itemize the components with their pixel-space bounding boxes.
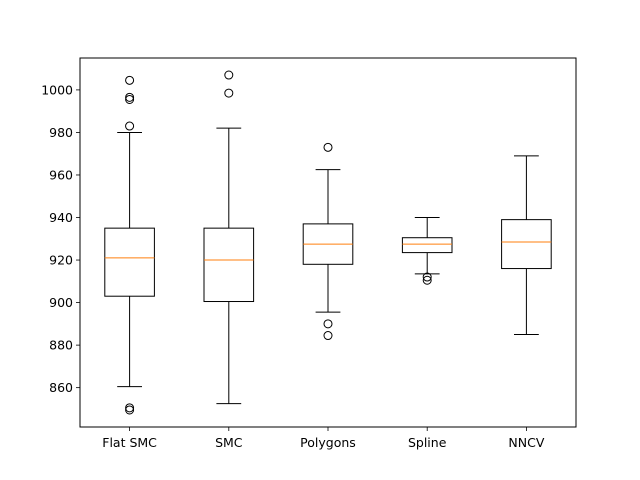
y-tick-label: 920 (49, 253, 73, 268)
x-tick-label: NNCV (508, 435, 544, 450)
y-tick-label: 900 (49, 295, 73, 310)
y-tick-label: 980 (49, 125, 73, 140)
outlier-point (323, 319, 333, 329)
box-group (401, 217, 453, 285)
outlier-point (125, 403, 135, 413)
y-tick-label: 860 (49, 380, 73, 395)
outlier-point (224, 88, 234, 98)
iqr-box (104, 227, 155, 297)
y-tick-label: 940 (49, 210, 73, 225)
outlier-point (125, 94, 135, 104)
x-tick-label: SMC (215, 435, 243, 450)
y-tick-label: 960 (49, 167, 73, 182)
outlier-point (125, 75, 135, 85)
axes-frame (79, 57, 577, 428)
outlier-point (422, 275, 432, 285)
outlier-point (323, 142, 333, 152)
box-group (104, 75, 155, 415)
outlier-point (125, 405, 135, 415)
x-tick-label: Spline (408, 435, 447, 450)
y-tick-label: 880 (49, 338, 73, 353)
plot-area: 860 880 900 920 940 960 980 1000 Flat SMC SMC Poly… (41, 70, 552, 450)
box-group (501, 155, 552, 335)
box-group (302, 142, 354, 341)
outlier-point (125, 121, 135, 131)
outlier-point (422, 272, 432, 282)
outlier-point (323, 331, 333, 341)
iqr-box (501, 219, 552, 270)
y-tick-label: 1000 (41, 82, 73, 97)
iqr-box (401, 237, 453, 254)
iqr-box (203, 227, 255, 303)
x-tick-label: Polygons (300, 435, 356, 450)
outlier-point (224, 70, 234, 80)
box-group (203, 70, 255, 405)
outlier-point (125, 92, 135, 102)
x-tick-label: Flat SMC (102, 435, 157, 450)
